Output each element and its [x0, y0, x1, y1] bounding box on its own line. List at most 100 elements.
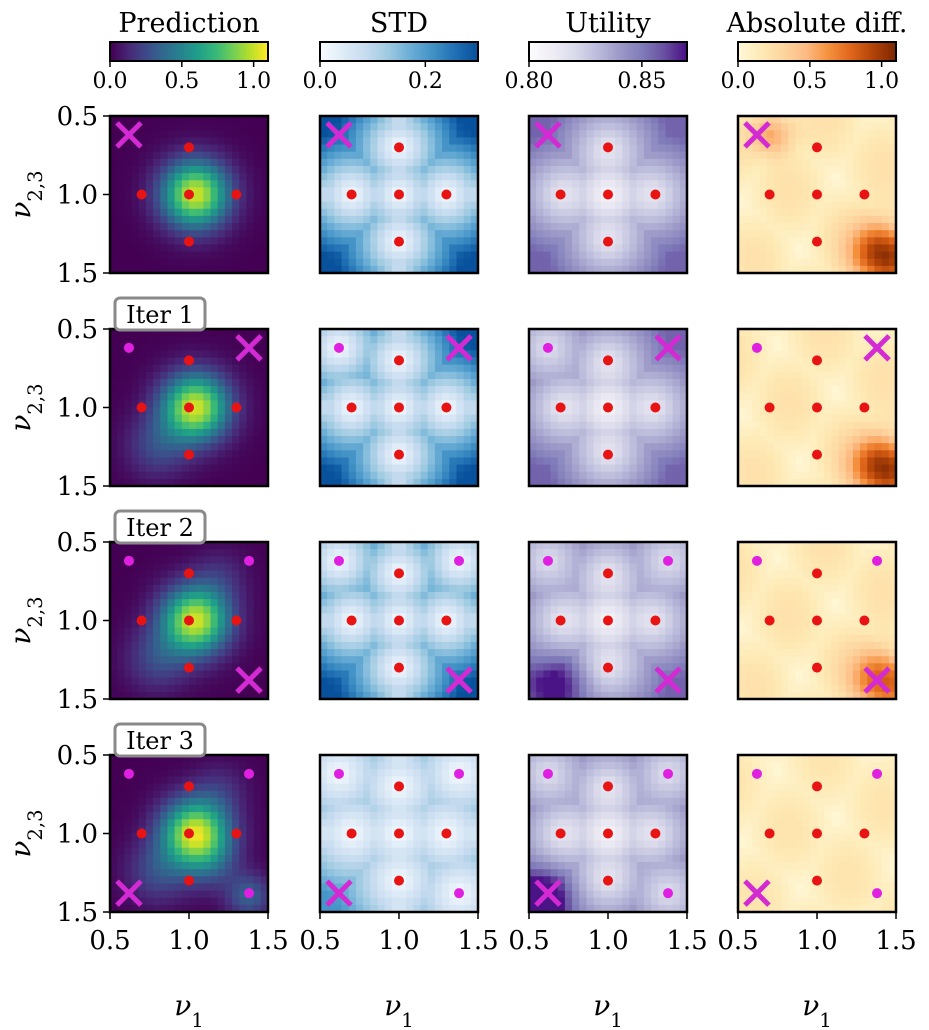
heatmap-cell: [442, 471, 450, 480]
heatmap-cell: [239, 265, 247, 274]
heatmap-cell: [665, 400, 674, 408]
heatmap-cell: [860, 123, 868, 131]
heatmap-cell: [167, 627, 176, 636]
heatmap-cell: [260, 144, 269, 153]
heatmap-cell: [665, 201, 674, 210]
heatmap-cell: [384, 265, 393, 274]
heatmap-cell: [470, 350, 479, 359]
colorbar-segment: [600, 42, 604, 61]
heatmap-cell: [470, 329, 479, 337]
heatmap-cell: [196, 428, 204, 437]
heatmap-cell: [773, 371, 782, 380]
heatmap-cell: [600, 364, 609, 373]
heatmap-cell: [427, 343, 436, 351]
heatmap-cell: [679, 378, 688, 387]
heatmap-cell: [117, 265, 125, 274]
heatmap-cell: [824, 137, 832, 146]
heatmap-cell: [153, 677, 161, 686]
heatmap-cell: [672, 378, 681, 387]
heatmap-cell: [145, 180, 154, 188]
heatmap-cell: [572, 123, 580, 131]
heatmap-cell: [145, 549, 154, 557]
heatmap-cell: [253, 194, 262, 203]
heatmap-cell: [557, 130, 566, 138]
heatmap-cell: [579, 137, 587, 146]
heatmap-cell: [824, 386, 832, 394]
colorbar-segment: [613, 42, 617, 61]
heatmap-cell: [167, 194, 176, 203]
heatmap-cell: [145, 208, 154, 217]
heatmap-cell: [557, 457, 566, 466]
heatmap-cell: [817, 378, 825, 387]
heatmap-cell: [658, 393, 666, 401]
heatmap-cell: [874, 443, 883, 451]
heatmap-cell: [260, 471, 269, 480]
heatmap-cell: [224, 450, 233, 458]
heatmap-cell: [138, 144, 147, 153]
heatmap-cell: [117, 237, 125, 245]
heatmap-cell: [579, 194, 587, 203]
marker-stroke: [534, 121, 562, 149]
heatmap-cell: [557, 258, 566, 267]
heatmap-cell: [572, 244, 580, 253]
heatmap-cell: [665, 478, 674, 487]
heatmap-cell: [160, 223, 168, 231]
heatmap-cell: [643, 237, 652, 245]
heatmap-cell: [399, 223, 407, 231]
heatmap-cell: [643, 265, 652, 274]
heatmap-cell: [210, 137, 219, 146]
heatmap-cell: [181, 649, 190, 657]
heatmap-cell: [852, 244, 861, 253]
heatmap-cell: [348, 144, 357, 153]
heatmap-cell: [203, 436, 212, 444]
heatmap-cell: [167, 400, 176, 408]
heatmap-cell: [160, 443, 168, 451]
heatmap-cell: [327, 457, 335, 466]
heatmap-cell: [189, 563, 197, 572]
heatmap-cell: [355, 436, 364, 444]
heatmap-cell: [802, 364, 811, 373]
heatmap-cell: [752, 165, 761, 174]
heatmap-cell: [665, 158, 674, 167]
heatmap-cell: [246, 649, 255, 657]
heatmap-cell: [210, 407, 219, 416]
heatmap-cell: [348, 606, 357, 614]
heatmap-cell: [773, 443, 782, 451]
heatmap-cell: [852, 144, 861, 153]
heatmap-cell: [781, 329, 789, 337]
heatmap-cell: [434, 237, 443, 245]
heatmap-cell: [874, 414, 883, 423]
heatmap-cell: [327, 386, 335, 394]
heatmap-cell: [881, 187, 890, 195]
heatmap-cell: [651, 471, 659, 480]
heatmap-cell: [586, 208, 595, 217]
heatmap-cell: [246, 407, 255, 416]
heatmap-cell: [874, 194, 883, 203]
heatmap-cell: [831, 130, 840, 138]
heatmap-cell: [738, 194, 746, 203]
heatmap-cell: [636, 123, 645, 131]
heatmap-cell: [773, 208, 782, 217]
heatmap-cell: [181, 165, 190, 174]
colorbar: 0.80 0.85: [505, 41, 688, 94]
heatmap-cell: [449, 407, 457, 416]
heatmap-cell: [232, 237, 240, 245]
heatmap-cell: [759, 357, 768, 366]
heatmap-cell: [138, 599, 147, 607]
marker-stroke: [863, 334, 891, 362]
heatmap-cell: [131, 641, 140, 650]
heatmap-cell: [124, 223, 133, 231]
heatmap-cell: [579, 343, 587, 351]
heatmap-cell: [550, 400, 559, 408]
heatmap-cell: [406, 237, 414, 245]
heatmap-cell: [622, 201, 631, 210]
heatmap-cell: [341, 237, 350, 245]
heatmap-cell: [391, 393, 400, 401]
heatmap-cell: [874, 230, 883, 238]
heatmap-cell: [327, 173, 335, 181]
colorbar-segment: [843, 42, 847, 61]
heatmap-cell: [160, 265, 168, 274]
heatmap-cell: [672, 265, 681, 274]
heatmap-cell: [181, 591, 190, 600]
heatmap-cell: [795, 371, 804, 380]
